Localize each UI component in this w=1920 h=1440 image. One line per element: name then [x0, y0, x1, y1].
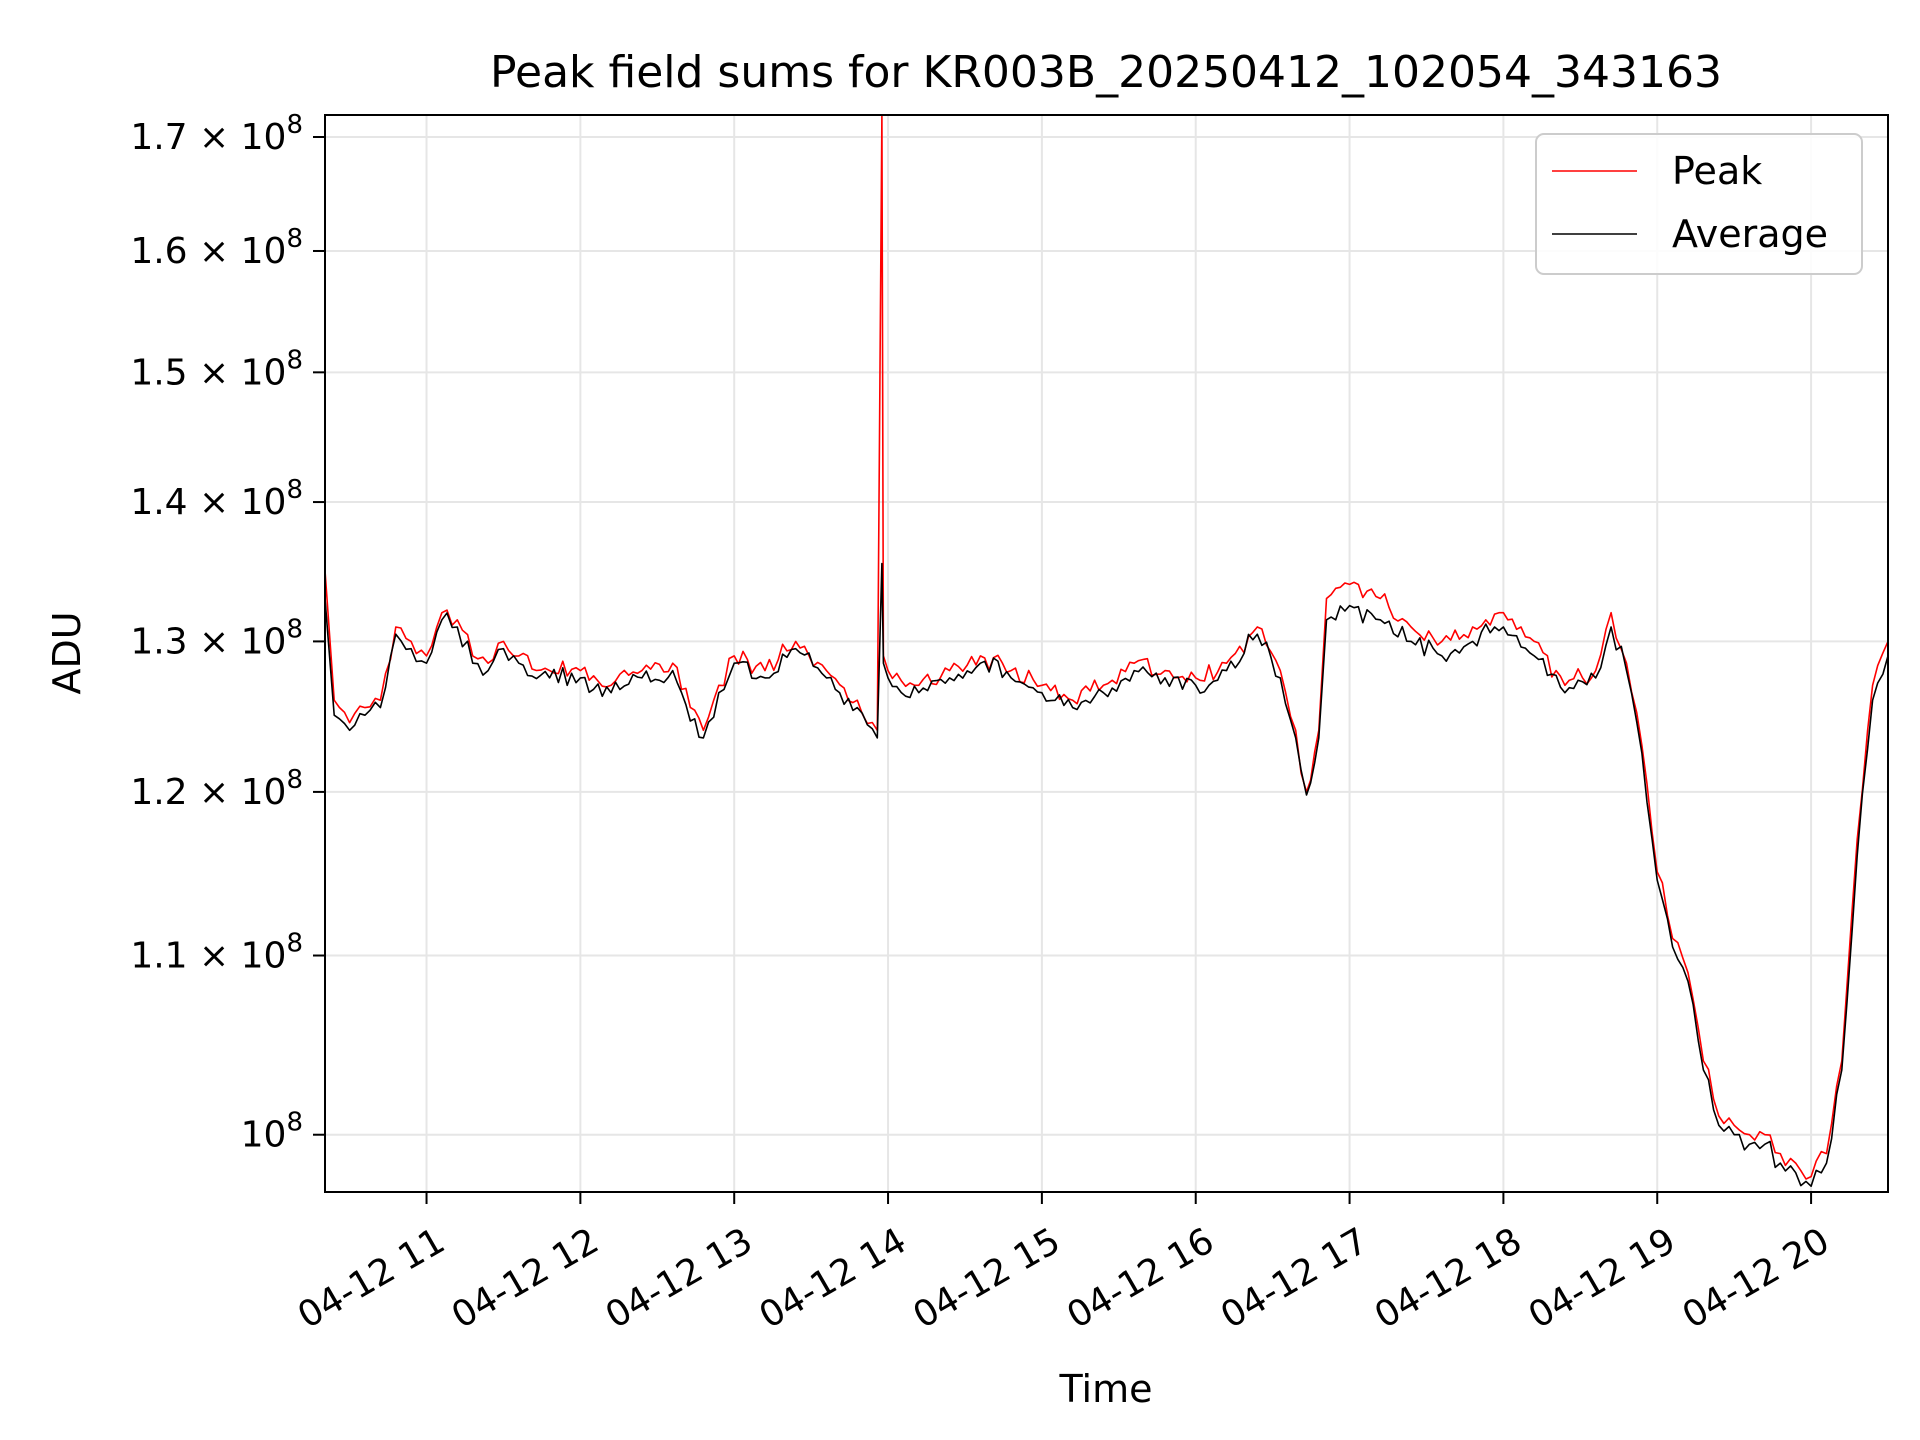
series-group — [325, 115, 1888, 1187]
y-tick-label: 1.3 × 108 — [130, 614, 303, 662]
chart-title: Peak field sums for KR003B_20250412_1020… — [490, 47, 1722, 98]
y-axis-title: ADU — [45, 611, 89, 694]
plot-frame — [324, 114, 1889, 1193]
legend-peak-label: Peak — [1672, 149, 1762, 193]
y-tick-label: 1.6 × 108 — [130, 224, 303, 272]
grid — [325, 115, 1888, 1192]
y-tick-label: 1.5 × 108 — [130, 345, 303, 393]
y-tick-label: 1.1 × 108 — [130, 929, 303, 977]
y-tick-label: 108 — [241, 1108, 303, 1156]
series-line-average — [325, 562, 1888, 1187]
legend: Peak Average — [1535, 133, 1863, 275]
legend-average-label: Average — [1672, 212, 1828, 256]
x-axis-title: Time — [1059, 1367, 1153, 1411]
y-tick-label: 1.7 × 108 — [130, 110, 303, 158]
y-axis-ticks: 108 1.1 × 108 1.2 × 108 1.3 × 108 1.4 × 108 1… — [130, 110, 325, 1156]
y-tick-label: 1.4 × 108 — [130, 475, 303, 523]
y-tick-label: 1.2 × 108 — [130, 765, 303, 813]
legend-box — [1535, 133, 1863, 275]
